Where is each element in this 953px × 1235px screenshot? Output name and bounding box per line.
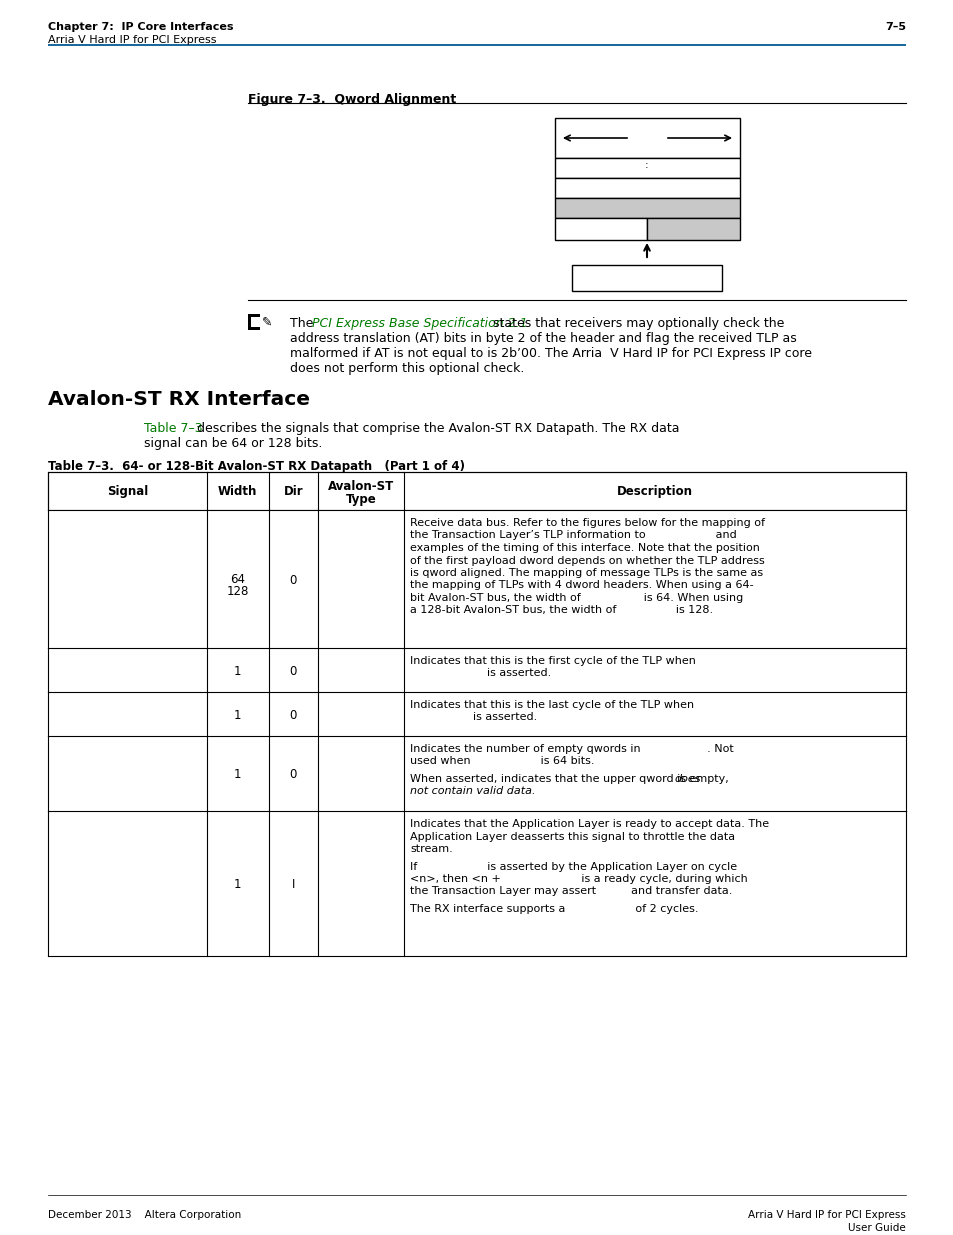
Text: Dir: Dir <box>283 485 303 498</box>
Text: Receive data bus. Refer to the figures below for the mapping of: Receive data bus. Refer to the figures b… <box>410 517 764 529</box>
Text: the Transaction Layer may assert          and transfer data.: the Transaction Layer may assert and tra… <box>410 887 732 897</box>
Text: 1: 1 <box>233 768 241 782</box>
Text: Table 7–3: Table 7–3 <box>144 422 202 435</box>
Text: the mapping of TLPs with 4 dword headers. When using a 64-: the mapping of TLPs with 4 dword headers… <box>410 580 753 590</box>
Text: used when                    is 64 bits.: used when is 64 bits. <box>410 757 594 767</box>
Text: examples of the timing of this interface. Note that the position: examples of the timing of this interface… <box>410 543 760 553</box>
Bar <box>555 119 740 158</box>
Text: is asserted.: is asserted. <box>410 668 551 678</box>
Text: Application Layer deasserts this signal to throttle the data: Application Layer deasserts this signal … <box>410 831 735 841</box>
Text: 1: 1 <box>233 709 241 722</box>
Text: I: I <box>292 878 294 892</box>
Text: is qword aligned. The mapping of message TLPs is the same as: is qword aligned. The mapping of message… <box>410 568 762 578</box>
Bar <box>48 472 905 510</box>
Bar <box>555 158 740 178</box>
Text: signal can be 64 or 128 bits.: signal can be 64 or 128 bits. <box>144 437 322 450</box>
Text: describes the signals that comprise the Avalon-ST RX Datapath. The RX data: describes the signals that comprise the … <box>193 422 679 435</box>
Text: 1: 1 <box>233 878 241 892</box>
Bar <box>646 219 740 240</box>
Bar <box>555 219 646 240</box>
Text: Arria V Hard IP for PCI Express: Arria V Hard IP for PCI Express <box>747 1210 905 1220</box>
Bar <box>248 316 251 330</box>
Bar <box>48 736 905 811</box>
Text: When asserted, indicates that the upper qword is empty,: When asserted, indicates that the upper … <box>410 774 732 784</box>
Bar <box>572 266 721 291</box>
Text: 1: 1 <box>233 664 241 678</box>
Text: Chapter 7:  IP Core Interfaces: Chapter 7: IP Core Interfaces <box>48 22 233 32</box>
Bar <box>48 811 905 956</box>
Bar <box>48 43 905 46</box>
Bar <box>48 510 905 648</box>
Bar <box>48 648 905 692</box>
Text: 0: 0 <box>290 709 296 722</box>
Bar <box>555 198 740 219</box>
Text: 0: 0 <box>290 664 296 678</box>
Text: does not perform this optional check.: does not perform this optional check. <box>290 362 524 375</box>
Text: is asserted.: is asserted. <box>410 713 537 722</box>
Text: If                    is asserted by the Application Layer on cycle: If is asserted by the Application Layer … <box>410 862 737 872</box>
Text: 0: 0 <box>290 574 296 587</box>
Text: Type: Type <box>345 493 376 506</box>
Text: Indicates the number of empty qwords in                   . Not: Indicates the number of empty qwords in … <box>410 743 733 755</box>
Text: Indicates that this is the first cycle of the TLP when: Indicates that this is the first cycle o… <box>410 656 696 666</box>
Text: The RX interface supports a                    of 2 cycles.: The RX interface supports a of 2 cycles. <box>410 904 698 914</box>
Text: Avalon-ST RX Interface: Avalon-ST RX Interface <box>48 390 310 409</box>
Text: <n>, then <n +                       is a ready cycle, during which: <n>, then <n + is a ready cycle, during … <box>410 874 747 884</box>
Text: Width: Width <box>217 485 257 498</box>
Text: Figure 7–3.  Qword Alignment: Figure 7–3. Qword Alignment <box>248 93 456 106</box>
Text: 7–5: 7–5 <box>884 22 905 32</box>
Text: December 2013    Altera Corporation: December 2013 Altera Corporation <box>48 1210 241 1220</box>
Text: not contain valid data.: not contain valid data. <box>410 787 535 797</box>
Text: address translation (AT) bits in byte 2 of the header and flag the received TLP : address translation (AT) bits in byte 2 … <box>290 332 796 345</box>
Text: 64: 64 <box>230 573 245 585</box>
Text: Arria V Hard IP for PCI Express: Arria V Hard IP for PCI Express <box>48 35 216 44</box>
Text: ✎: ✎ <box>262 316 273 329</box>
Bar <box>555 178 740 198</box>
Text: the Transaction Layer’s TLP information to                    and: the Transaction Layer’s TLP information … <box>410 531 736 541</box>
Text: Indicates that this is the last cycle of the TLP when: Indicates that this is the last cycle of… <box>410 700 694 710</box>
Text: The: The <box>290 317 317 330</box>
Text: malformed if AT is not equal to is 2b’00. The Arria  V Hard IP for PCI Express I: malformed if AT is not equal to is 2b’00… <box>290 347 811 359</box>
Text: Description: Description <box>617 485 692 498</box>
Text: PCI Express Base Specification 2.1: PCI Express Base Specification 2.1 <box>312 317 527 330</box>
Text: a 128-bit Avalon-ST bus, the width of                 is 128.: a 128-bit Avalon-ST bus, the width of is… <box>410 605 713 615</box>
Text: does: does <box>674 774 700 784</box>
Text: Signal: Signal <box>107 485 148 498</box>
Text: states that receivers may optionally check the: states that receivers may optionally che… <box>488 317 783 330</box>
Text: User Guide: User Guide <box>847 1223 905 1233</box>
Bar <box>248 327 260 330</box>
Text: of the first payload dword depends on whether the TLP address: of the first payload dword depends on wh… <box>410 556 764 566</box>
Text: bit Avalon-ST bus, the width of                  is 64. When using: bit Avalon-ST bus, the width of is 64. W… <box>410 593 742 603</box>
Text: Table 7–3.  64- or 128-Bit Avalon-ST RX Datapath   (Part 1 of 4): Table 7–3. 64- or 128-Bit Avalon-ST RX D… <box>48 459 464 473</box>
Text: 0: 0 <box>290 768 296 782</box>
Text: Indicates that the Application Layer is ready to accept data. The: Indicates that the Application Layer is … <box>410 819 768 829</box>
Bar <box>248 314 260 317</box>
Text: stream.: stream. <box>410 844 453 853</box>
Text: Avalon-ST: Avalon-ST <box>328 480 394 493</box>
Text: :: : <box>644 161 648 170</box>
Text: 128: 128 <box>226 585 249 598</box>
Bar <box>48 692 905 736</box>
